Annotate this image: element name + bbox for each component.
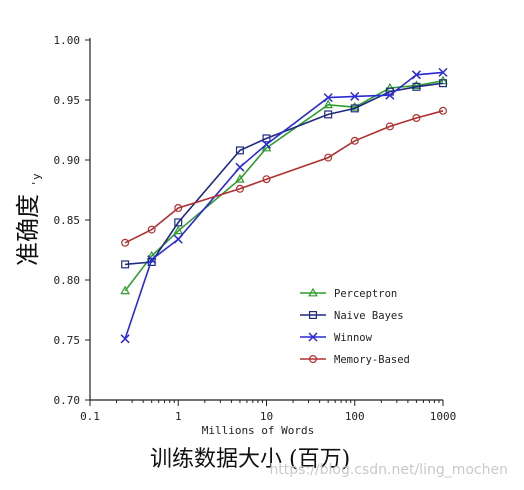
data-point-naive-bayes [412,82,421,91]
legend-marker [309,355,318,364]
series-line-winnow [124,71,444,340]
data-point-winnow [350,91,360,101]
x-axis-title-cn: 训练数据大小 (百万) [150,447,350,472]
legend-label: Naive Bayes [334,310,404,322]
data-point-winnow [438,67,448,77]
y-ticks: 0.70 0.75 0.80 0.85 0.90 0.95 1.00 [54,34,90,407]
series-winnow [120,67,448,344]
series-memory-based [121,106,448,247]
watermark: https://blog.csdn.net/ling_mochen [269,462,508,478]
data-point-winnow [235,162,245,172]
legend-marker [309,311,318,320]
y-axis-title-fragment: 'y [30,173,43,187]
y-tick-label: 0.80 [54,274,81,287]
data-point-memory-based [439,106,448,115]
series-line-perceptron [124,80,444,292]
data-point-naive-bayes [121,260,130,269]
data-point-winnow [120,334,130,344]
data-point-winnow [385,90,395,100]
y-tick-label: 0.85 [54,214,81,227]
data-point-perceptron [349,101,360,111]
data-point-naive-bayes [235,146,244,155]
series-line-memory-based [124,110,444,244]
data-point-winnow [411,70,421,80]
y-tick-label: 0.90 [54,154,81,167]
data-point-memory-based [262,175,271,184]
legend-marker [308,287,318,297]
data-point-winnow [147,255,157,265]
x-tick-label: 0.1 [80,410,100,423]
data-point-naive-bayes [174,218,183,227]
x-tick-label: 1000 [430,410,457,423]
data-point-perceptron [120,285,130,295]
data-point-perceptron [235,173,245,183]
data-point-memory-based [174,204,183,213]
data-point-memory-based [350,136,359,145]
y-tick-label: 0.75 [54,334,81,347]
y-tick-label: 0.95 [54,94,81,107]
x-axis-title: Millions of Words [202,424,315,437]
series-layer [120,67,448,344]
data-point-perceptron [411,80,422,90]
data-point-memory-based [324,153,333,162]
data-point-perceptron [173,225,184,235]
legend: Perceptron Naive Bayes Winnow Memory-Based [300,287,410,366]
y-tick-label: 1.00 [54,34,81,47]
data-point-winnow [173,234,183,244]
series-line-naive-bayes [125,82,444,266]
data-point-perceptron [261,142,272,152]
data-point-naive-bayes [262,134,271,143]
data-point-winnow [261,139,272,149]
x-tick-label: 100 [345,410,365,423]
legend-label: Winnow [334,332,373,344]
series-naive-bayes [121,79,448,269]
data-point-memory-based [412,113,421,122]
data-point-perceptron [323,99,334,109]
data-point-memory-based [147,225,156,234]
x-tick-label: 1 [175,410,182,423]
data-point-naive-bayes [350,104,359,113]
y-axis-title-cn: 准确度 [14,194,42,266]
legend-label: Memory-Based [334,354,410,366]
legend-marker [308,332,318,342]
data-point-memory-based [235,184,244,193]
y-tick-label: 0.70 [54,394,81,407]
data-point-naive-bayes [324,110,333,119]
series-perceptron [120,75,448,295]
x-tick-label: 10 [260,410,273,423]
legend-label: Perceptron [334,288,397,300]
data-point-winnow [323,93,333,103]
data-point-memory-based [121,238,130,247]
x-ticks: 0.1 1 10 100 1000 [80,400,456,423]
data-point-memory-based [385,122,394,131]
data-point-naive-bayes [439,79,448,88]
